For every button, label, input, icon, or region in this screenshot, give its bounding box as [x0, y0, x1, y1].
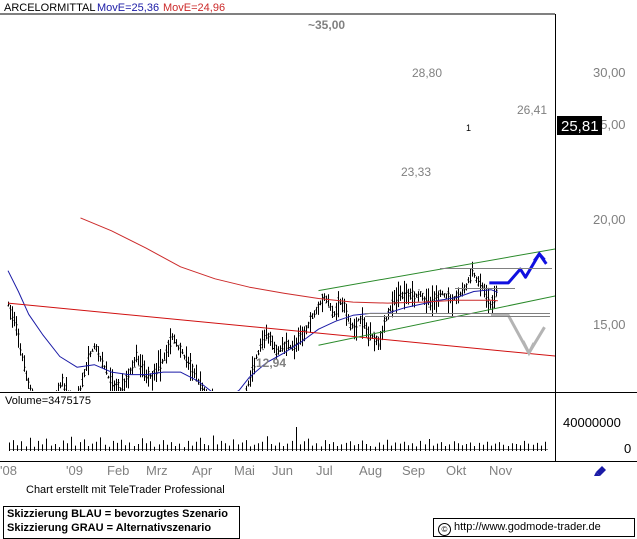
low-annotation: 12,94 — [256, 356, 286, 370]
time-tick-label: '09 — [66, 463, 83, 478]
price-chart: ARCELORMITTAL MovE=25,36 MovE=24,96 ~35,… — [0, 0, 637, 478]
time-tick-label: Nov — [489, 463, 513, 478]
time-tick-label: Apr — [192, 463, 213, 478]
time-axis: '08 '09 Feb Mrz Apr Mai Jun Jul Aug Sep … — [0, 463, 513, 478]
moving-average-long-label: MovE=24,96 — [163, 2, 225, 14]
volume-tick-label: 40000000 — [563, 415, 621, 430]
time-tick-label: Mrz — [146, 463, 168, 478]
legend-gray-scenario: Skizzierung GRAU = Alternativszenario — [7, 522, 212, 534]
channel-upper-line — [318, 248, 555, 292]
volume-title: Volume=3475175 — [5, 395, 91, 407]
chart-frames — [0, 13, 637, 478]
blue-scenario-arrowhead — [533, 251, 548, 265]
time-tick-label: Feb — [107, 463, 129, 478]
high-annotation: 28,80 — [412, 66, 442, 80]
long-trendline — [7, 302, 555, 357]
volume-bars — [9, 427, 546, 451]
time-tick-label: Okt — [446, 463, 467, 478]
price-axis: 30,00 25,00 20,00 15,00 25,81 — [557, 65, 626, 332]
current-price-badge — [557, 116, 602, 135]
channel-lower-line — [318, 295, 555, 346]
volume-axis: Volume=3475175 40000000 0 — [5, 395, 631, 456]
gray-scenario-arrowhead — [521, 340, 536, 357]
source-url[interactable]: http://www.godmode-trader.de — [454, 521, 601, 533]
support-annotation: 23,33 — [401, 165, 431, 179]
price-tick-label: 20,00 — [593, 212, 626, 227]
chart-annotations: ~35,00 12,94 28,80 26,41 23,33 1 — [256, 18, 547, 370]
wave-marker: 1 — [466, 123, 471, 133]
chart-header: ARCELORMITTAL MovE=25,36 MovE=24,96 — [4, 2, 225, 14]
price-tick-label: 15,00 — [593, 317, 626, 332]
target-annotation: ~35,00 — [308, 18, 345, 32]
symbol-label: ARCELORMITTAL — [4, 2, 95, 14]
time-tick-label: Sep — [402, 463, 425, 478]
source-url-box[interactable]: © http://www.godmode-trader.de — [433, 518, 635, 537]
copyright-icon: © — [438, 523, 451, 536]
moving-average-long-line — [80, 217, 498, 304]
resistance-annotation: 26,41 — [517, 103, 547, 117]
indicator-lines — [7, 217, 555, 391]
current-price-label: 25,81 — [561, 118, 599, 135]
price-tick-label: 30,00 — [593, 65, 626, 80]
time-tick-label: Aug — [359, 463, 382, 478]
price-bars — [7, 261, 498, 391]
moving-average-short-label: MovE=25,36 — [97, 2, 159, 14]
volume-tick-label: 0 — [624, 441, 631, 456]
created-with-note: Chart erstellt mit TeleTrader Profession… — [26, 484, 225, 496]
time-tick-label: Mai — [234, 463, 255, 478]
time-tick-label: '08 — [0, 463, 17, 478]
time-tick-label: Jun — [272, 463, 293, 478]
gray-scenario-path — [491, 313, 546, 355]
time-tick-label: Jul — [316, 463, 333, 478]
legend-blue-scenario: Skizzierung BLAU = bevorzugtes Szenario — [7, 508, 228, 520]
drawing-tool-icon[interactable] — [594, 466, 606, 476]
scenario-legend: Skizzierung BLAU = bevorzugtes Szenario … — [3, 506, 240, 539]
moving-average-short-line — [7, 270, 499, 391]
